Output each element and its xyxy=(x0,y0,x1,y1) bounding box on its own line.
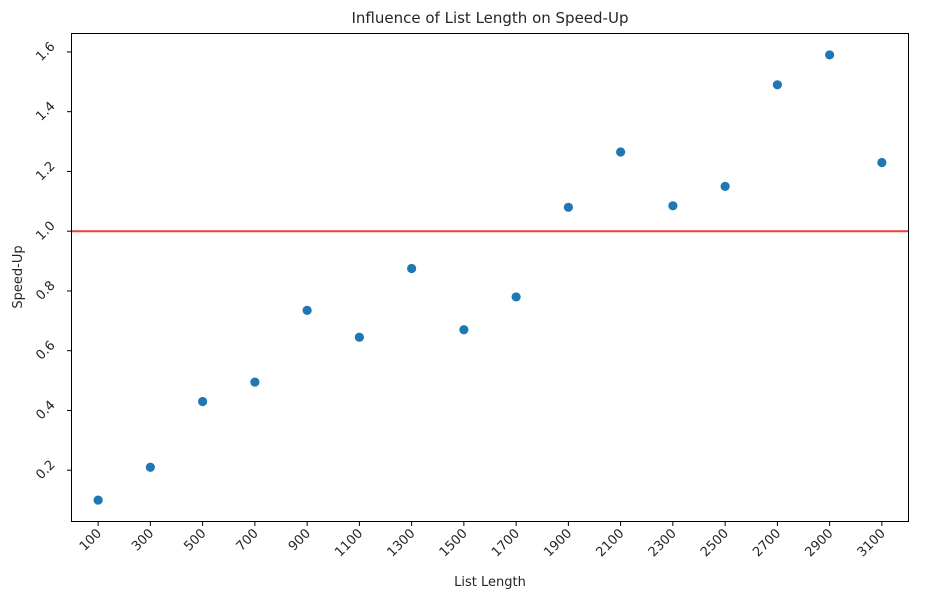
x-tick-label: 1300 xyxy=(384,526,418,560)
data-point xyxy=(145,462,155,472)
data-point xyxy=(407,263,417,274)
x-tick-label: 1500 xyxy=(437,526,471,560)
data-point xyxy=(720,181,730,191)
y-tick-label: 0.8 xyxy=(33,278,58,303)
data-point xyxy=(668,201,678,211)
y-axis-label: Speed-Up xyxy=(11,245,26,308)
data-point xyxy=(459,325,469,335)
data-point xyxy=(198,396,208,407)
x-tick-label: 1100 xyxy=(332,526,366,560)
data-point xyxy=(563,202,573,212)
data-point xyxy=(616,147,626,157)
data-point xyxy=(354,332,364,342)
chart-title: Influence of List Length on Speed-Up xyxy=(352,9,629,27)
x-axis-label: List Length xyxy=(454,575,526,590)
x-tick-label: 700 xyxy=(234,526,262,554)
x-tick-label: 100 xyxy=(77,526,105,554)
data-points xyxy=(93,50,887,505)
y-axis-ticks: 0.2 0.4 0.6 0.8 1.0 1.2 1.4 1.6 xyxy=(33,39,72,483)
data-point xyxy=(302,305,312,315)
y-tick-label: 0.6 xyxy=(33,338,58,363)
data-point xyxy=(93,495,103,505)
data-point xyxy=(511,292,521,302)
y-tick-label: 0.2 xyxy=(33,458,58,483)
x-tick-label: 3100 xyxy=(855,526,889,560)
plot-area xyxy=(71,33,909,522)
x-tick-label: 2300 xyxy=(646,526,680,560)
x-tick-label: 1900 xyxy=(541,526,575,560)
data-point xyxy=(825,50,835,60)
x-tick-label: 2700 xyxy=(750,526,784,560)
y-tick-label: 1.4 xyxy=(33,99,58,124)
x-axis-ticks: 100 300 500 700 900 1100 1300 1500 1700 1900 2100 2… xyxy=(77,521,889,560)
y-tick-label: 1.2 xyxy=(33,159,58,184)
x-tick-label: 2500 xyxy=(698,526,732,560)
x-tick-label: 300 xyxy=(129,526,157,554)
x-tick-label: 2100 xyxy=(593,526,627,560)
y-tick-label: 0.4 xyxy=(33,398,58,423)
x-tick-label: 2900 xyxy=(802,526,836,560)
data-point xyxy=(877,157,887,168)
y-tick-label: 1.0 xyxy=(33,219,58,244)
x-tick-label: 1700 xyxy=(489,526,523,560)
x-tick-label: 500 xyxy=(181,526,209,554)
data-point xyxy=(772,80,782,90)
y-tick-label: 1.6 xyxy=(33,39,58,64)
data-point xyxy=(250,377,260,387)
x-tick-label: 900 xyxy=(286,526,314,554)
